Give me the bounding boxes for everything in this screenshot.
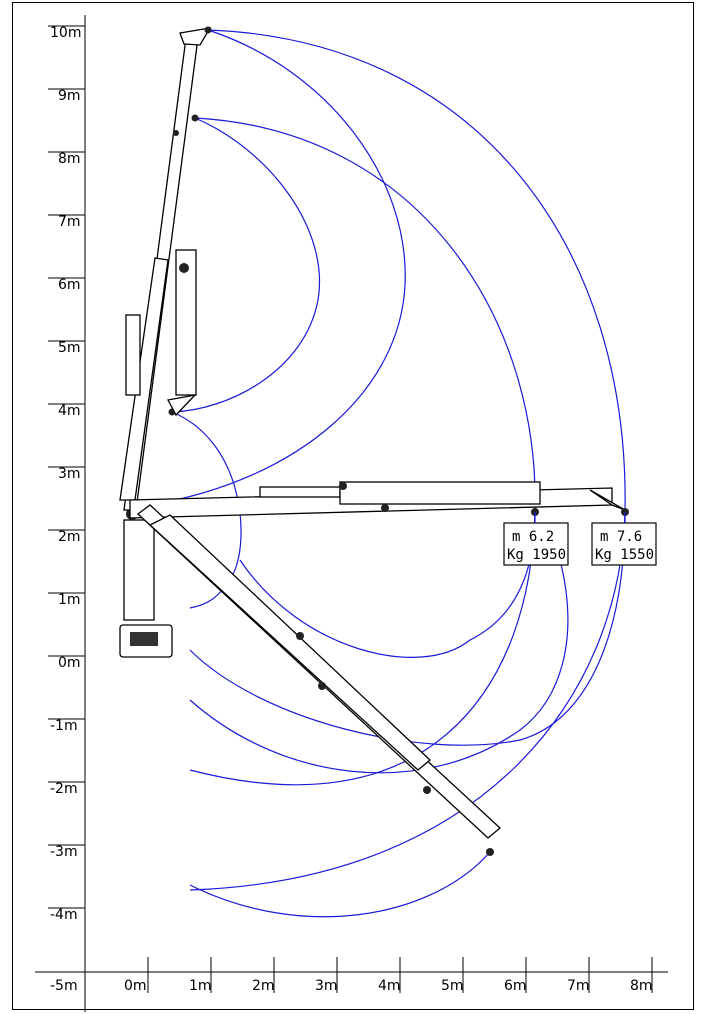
- y-tick-label: 5m: [58, 340, 81, 356]
- crane-base: [119, 508, 173, 658]
- reach-arc-tip-second: [189, 117, 536, 786]
- crane-horizontal-boom: [129, 481, 629, 519]
- y-tick-label: 2m: [58, 529, 81, 545]
- y-tick-label: 9m: [58, 88, 81, 104]
- reach-arc-inner-loop: [149, 29, 406, 506]
- y-tick-label: -1m: [50, 718, 78, 734]
- crane-pillar-boom: [119, 26, 212, 511]
- load-label-7-6: m 7.6 Kg 1550: [591, 512, 657, 566]
- y-tick-label: 4m: [58, 403, 81, 419]
- x-tick-label: 2m: [252, 978, 275, 994]
- reach-arc-lowest: [189, 851, 491, 918]
- x-tick-label: 1m: [189, 978, 212, 994]
- y-axis: [48, 15, 86, 1012]
- x-tick-label: 6m: [504, 978, 527, 994]
- load-label-weight: Kg 1550: [595, 547, 654, 563]
- x-tick-label: -5m: [50, 978, 78, 994]
- y-tick-label: 0m: [58, 655, 81, 671]
- x-tick-label: 3m: [315, 978, 338, 994]
- reach-arcs: [149, 29, 626, 918]
- x-tick-label: 5m: [441, 978, 464, 994]
- y-tick-label: 3m: [58, 466, 81, 482]
- y-tick-label: -3m: [50, 844, 78, 860]
- diagram-frame: [12, 2, 694, 1010]
- load-label-weight: Kg 1950: [507, 547, 566, 563]
- crane-diagonal-boom: [136, 504, 501, 856]
- x-tick-label: 7m: [567, 978, 590, 994]
- y-tick-label: -4m: [50, 907, 78, 923]
- x-tick-label: 4m: [378, 978, 401, 994]
- y-tick-label: -2m: [50, 781, 78, 797]
- crane-knuckle-boom: [167, 249, 197, 417]
- reach-arc-upper-loop: [171, 117, 321, 413]
- y-tick-label: 7m: [58, 214, 81, 230]
- y-tick-label: 8m: [58, 151, 81, 167]
- reach-arc-low-2: [189, 511, 626, 746]
- x-axis: [35, 957, 668, 993]
- x-tick-label: 0m: [124, 978, 147, 994]
- y-tick-label: 10m: [50, 25, 81, 41]
- load-label-6-2: m 6.2 Kg 1950: [503, 512, 569, 566]
- reach-arc-knuckle: [171, 411, 242, 609]
- y-tick-label: 6m: [58, 277, 81, 293]
- load-label-reach: m 6.2: [512, 529, 554, 545]
- load-label-reach: m 7.6: [600, 529, 642, 545]
- reach-arc-low-3: [189, 559, 569, 774]
- reach-arc-low-1: [239, 511, 536, 658]
- x-tick-label: 8m: [630, 978, 653, 994]
- y-tick-label: 1m: [58, 592, 81, 608]
